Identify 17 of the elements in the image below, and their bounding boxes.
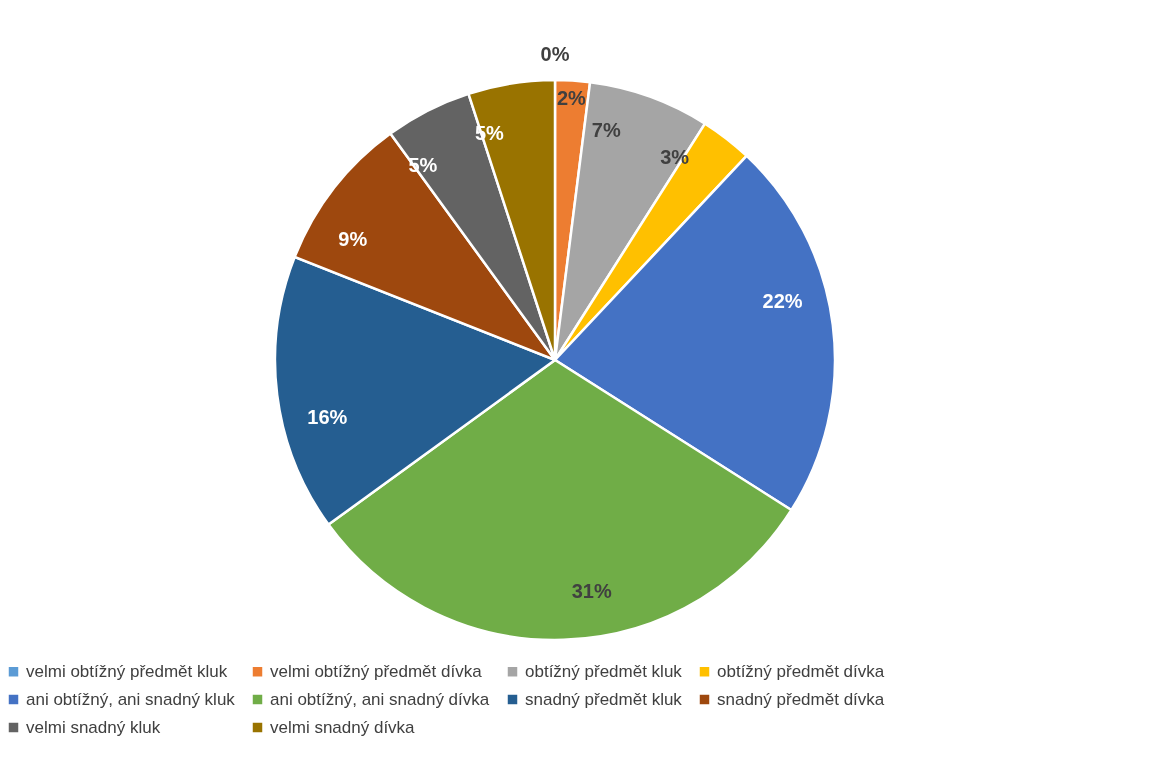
legend-label: ani obtížný, ani snadný kluk	[26, 689, 236, 709]
data-label: 9%	[338, 228, 368, 251]
legend-label: snadný předmět kluk	[525, 689, 683, 709]
legend-label: obtížný předmět dívka	[717, 661, 885, 681]
data-label: 7%	[591, 118, 621, 141]
data-label: 2%	[557, 86, 587, 109]
legend-label: snadný předmět dívka	[717, 689, 885, 709]
legend-label: velmi snadný kluk	[26, 717, 161, 737]
data-label: 16%	[307, 406, 348, 429]
text: 0%	[540, 43, 570, 65]
legend-label: velmi obtížný předmět kluk	[26, 661, 228, 681]
legend-label: obtížný předmět kluk	[525, 661, 683, 681]
data-label: 22%	[762, 289, 803, 312]
data-label: 31%	[571, 580, 612, 603]
legend-label: velmi snadný dívka	[270, 717, 416, 737]
legend-label: ani obtížný, ani snadný dívka	[270, 689, 490, 709]
legend-label: velmi obtížný předmět dívka	[270, 661, 483, 681]
